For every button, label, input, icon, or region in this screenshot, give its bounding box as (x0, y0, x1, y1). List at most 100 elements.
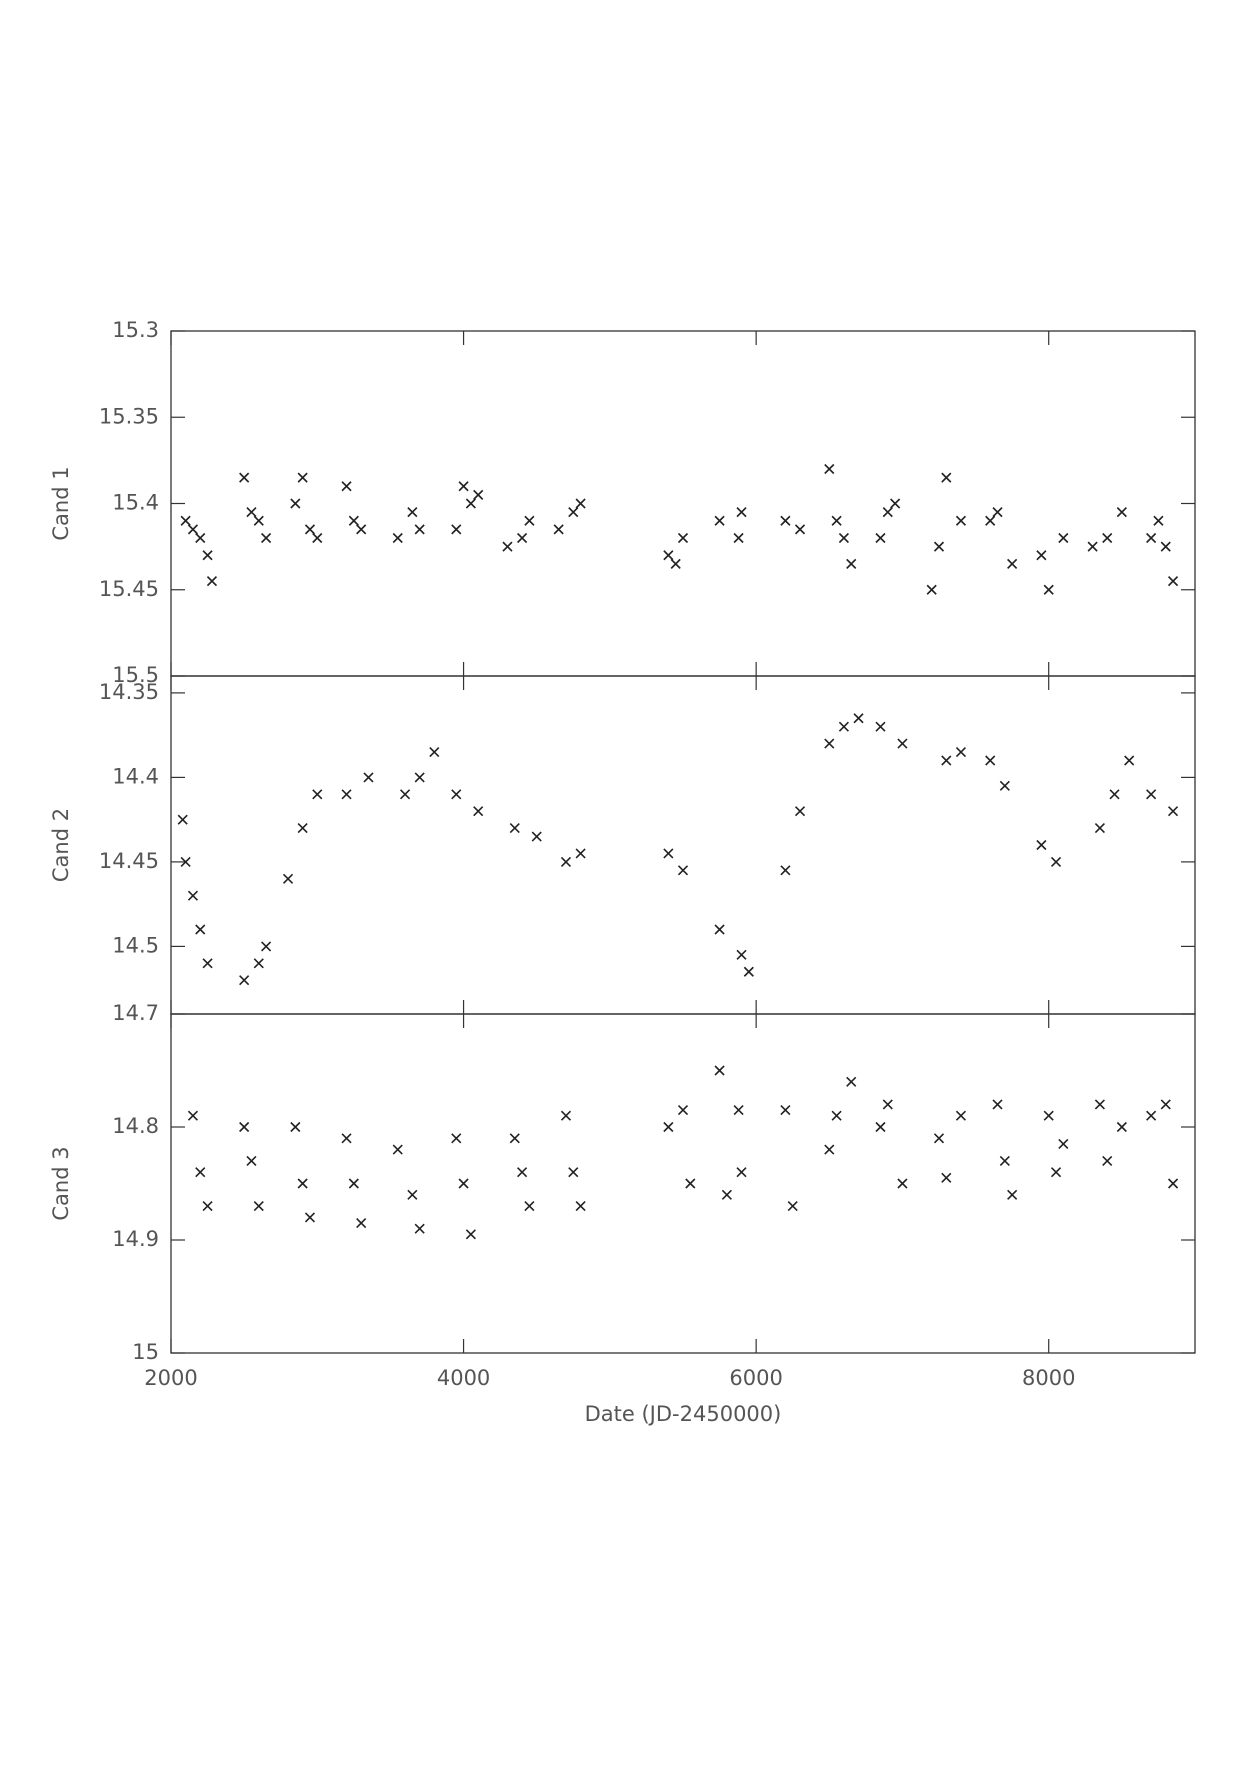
data-point (177, 814, 188, 825)
data-point (180, 856, 191, 867)
data-point (941, 472, 952, 483)
data-point (399, 789, 411, 800)
data-point (1050, 856, 1062, 867)
x-tick-label: 8000 (1022, 1366, 1075, 1390)
data-point (180, 515, 191, 526)
data-point (414, 1223, 425, 1234)
data-point (517, 1167, 528, 1178)
data-point (261, 532, 272, 544)
data-point (341, 481, 352, 492)
data-point (451, 524, 462, 535)
data-point (348, 1178, 359, 1189)
y-tick-label: 14.45 (99, 849, 159, 873)
data-point (677, 532, 689, 544)
y-tick-label: 14.9 (112, 1227, 159, 1251)
data-point (458, 1178, 469, 1189)
data-point (838, 532, 849, 544)
data-point (1102, 532, 1113, 544)
data-point (875, 721, 886, 732)
data-point (187, 1110, 199, 1121)
data-point (1116, 1121, 1127, 1133)
data-point (831, 515, 842, 526)
data-point (780, 865, 791, 876)
data-point (202, 550, 213, 561)
data-point (824, 738, 835, 749)
data-point (465, 1229, 476, 1240)
data-point (663, 1121, 674, 1133)
data-point (1167, 576, 1179, 587)
data-point (955, 515, 967, 526)
data-point (992, 1099, 1003, 1110)
data-point (290, 498, 301, 509)
data-point (743, 966, 754, 977)
data-point (780, 1104, 791, 1116)
data-point (714, 1065, 725, 1076)
data-point (941, 755, 952, 766)
data-point (568, 1167, 579, 1178)
data-point (575, 848, 586, 859)
data-point (509, 823, 520, 834)
data-point (714, 924, 725, 935)
data-point (341, 1133, 352, 1144)
y-tick-label: 14.35 (99, 680, 159, 704)
data-point (670, 558, 681, 569)
data-point (875, 532, 886, 544)
data-point (736, 949, 747, 960)
data-point (897, 1178, 908, 1189)
data-point (206, 576, 218, 587)
data-point (780, 515, 791, 526)
data-point (1167, 1178, 1179, 1189)
x-tick-label: 4000 (437, 1366, 490, 1390)
data-point (1094, 1099, 1105, 1110)
data-point (1109, 789, 1120, 800)
data-point (941, 1172, 952, 1183)
data-point (846, 1076, 857, 1087)
data-point (824, 1144, 835, 1155)
data-point (465, 498, 476, 509)
data-point (1160, 541, 1171, 552)
y-tick-label: 14.7 (112, 1001, 159, 1025)
data-point (992, 507, 1003, 518)
data-point (187, 524, 199, 535)
data-point (824, 463, 835, 475)
y-tick-label: 14.4 (112, 764, 159, 788)
data-point (831, 1110, 842, 1121)
data-point (297, 823, 308, 834)
plot-frame (170, 1013, 1196, 1354)
data-point (1146, 1110, 1157, 1121)
x-tick-label: 6000 (729, 1366, 782, 1390)
data-point (392, 1144, 403, 1155)
data-point (290, 1121, 301, 1133)
data-point (502, 541, 513, 552)
data-point (195, 924, 206, 935)
data-point (794, 524, 806, 535)
data-point (568, 507, 579, 518)
x-axis-title: Date (JD-2450000) (585, 1402, 782, 1426)
data-point (677, 1104, 689, 1116)
data-point (677, 865, 689, 876)
data-point (1094, 823, 1105, 834)
data-point (838, 721, 849, 732)
data-point (736, 1167, 747, 1178)
data-point (202, 1201, 213, 1212)
data-point (524, 515, 535, 526)
data-point (1116, 507, 1127, 518)
data-point (297, 1178, 308, 1189)
data-point (1102, 1155, 1113, 1166)
data-point (509, 1133, 520, 1144)
data-point (882, 507, 893, 518)
data-point (853, 713, 864, 724)
y-axis-title: Cand 2 (49, 808, 73, 882)
data-point (407, 1189, 418, 1200)
y-tick-label: 15.35 (99, 404, 159, 428)
data-point (524, 1201, 535, 1212)
data-point (882, 1099, 893, 1110)
y-tick-label: 15.45 (99, 577, 159, 601)
data-point (1043, 1110, 1054, 1121)
data-point (1160, 1099, 1171, 1110)
data-point (348, 515, 359, 526)
data-point (195, 532, 206, 544)
data-point (414, 524, 425, 535)
data-point (575, 1201, 586, 1212)
data-point (356, 524, 367, 535)
